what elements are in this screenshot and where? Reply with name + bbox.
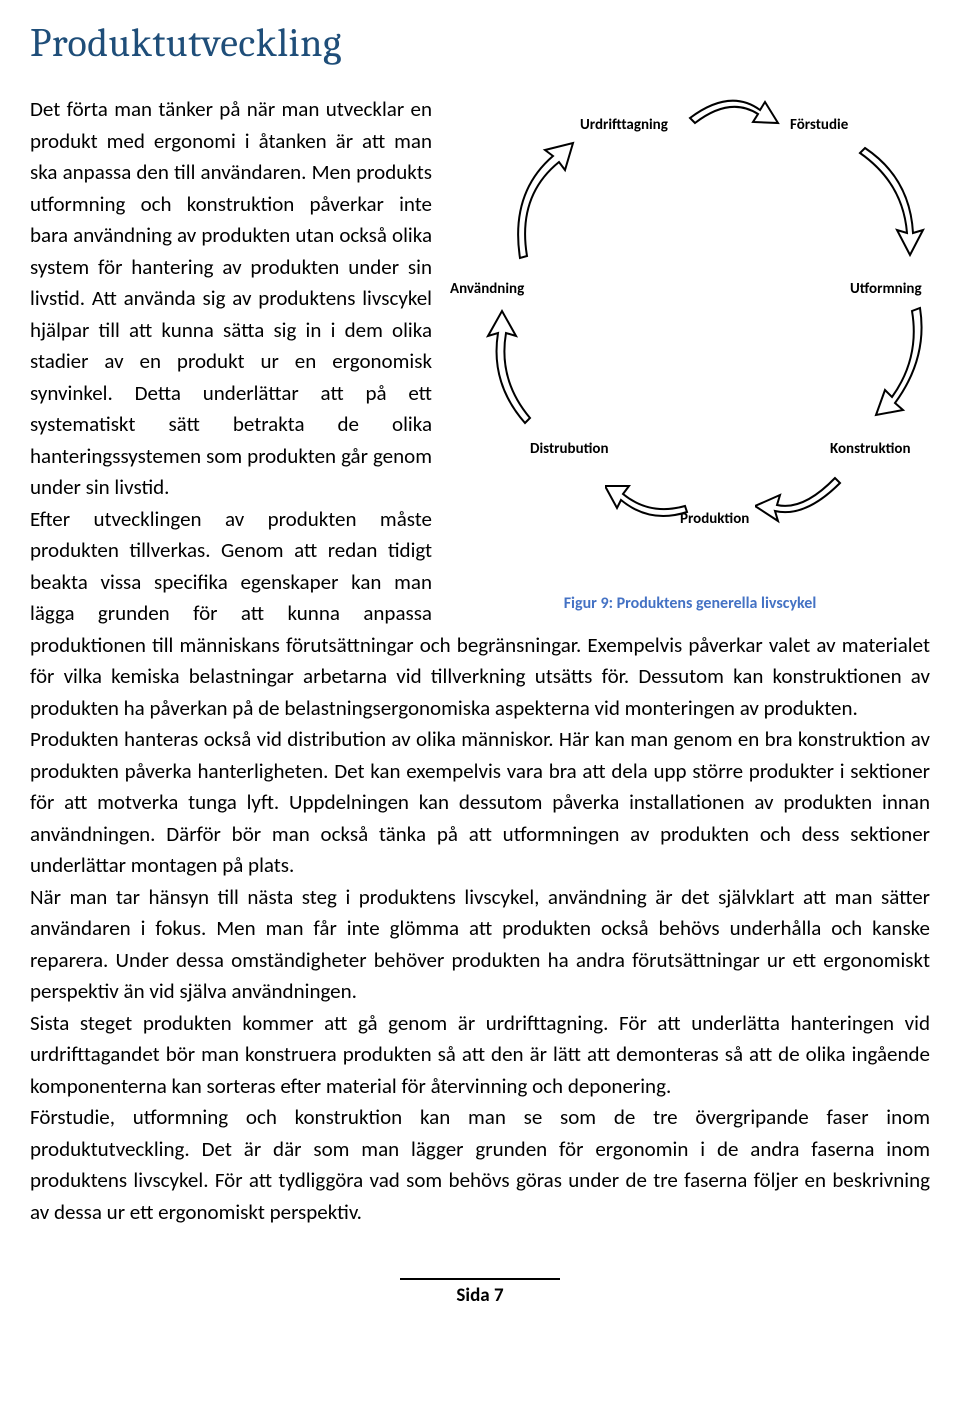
body-text: Urdrifttagning Förstudie Utformning Kons… xyxy=(30,94,930,1228)
label-urdrifttagning: Urdrifttagning xyxy=(580,114,668,137)
arrow-upper-left xyxy=(505,138,585,263)
page-number: Sida 7 xyxy=(456,1284,503,1307)
label-produktion: Produktion xyxy=(680,508,749,531)
paragraph-4: När man tar hänsyn till nästa steg i pro… xyxy=(30,884,930,1005)
label-forstudie: Förstudie xyxy=(790,114,848,137)
arrow-top xyxy=(685,88,780,133)
lifecycle-figure: Urdrifttagning Förstudie Utformning Kons… xyxy=(450,98,930,616)
label-anvandning: Användning xyxy=(450,278,524,301)
paragraph-1: Det förta man tänker på när man utveckla… xyxy=(30,96,432,500)
arrow-bottom-left xyxy=(605,466,690,521)
label-utformning: Utformning xyxy=(850,278,922,301)
arrow-lower-right xyxy=(870,303,940,423)
paragraph-3: Produkten hanteras också vid distributio… xyxy=(30,726,930,878)
arrow-bottom-right xyxy=(755,473,845,528)
footer-divider xyxy=(400,1278,560,1280)
cycle-diagram: Urdrifttagning Förstudie Utformning Kons… xyxy=(450,108,930,578)
page-footer: Sida 7 xyxy=(30,1278,930,1307)
page: Produktutveckling xyxy=(0,0,960,1347)
page-title: Produktutveckling xyxy=(30,20,930,66)
label-konstruktion: Konstruktion xyxy=(830,438,911,461)
arrow-upper-right xyxy=(855,138,935,258)
figure-caption: Figur 9: Produktens generella livscykel xyxy=(450,592,930,616)
arrow-lower-left xyxy=(480,308,550,428)
paragraph-5: Sista steget produkten kommer att gå gen… xyxy=(30,1010,930,1099)
label-distrubution: Distrubution xyxy=(530,438,609,461)
paragraph-6: Förstudie, utformning och konstruktion k… xyxy=(30,1104,930,1225)
text-wrap: Urdrifttagning Förstudie Utformning Kons… xyxy=(30,94,930,1228)
